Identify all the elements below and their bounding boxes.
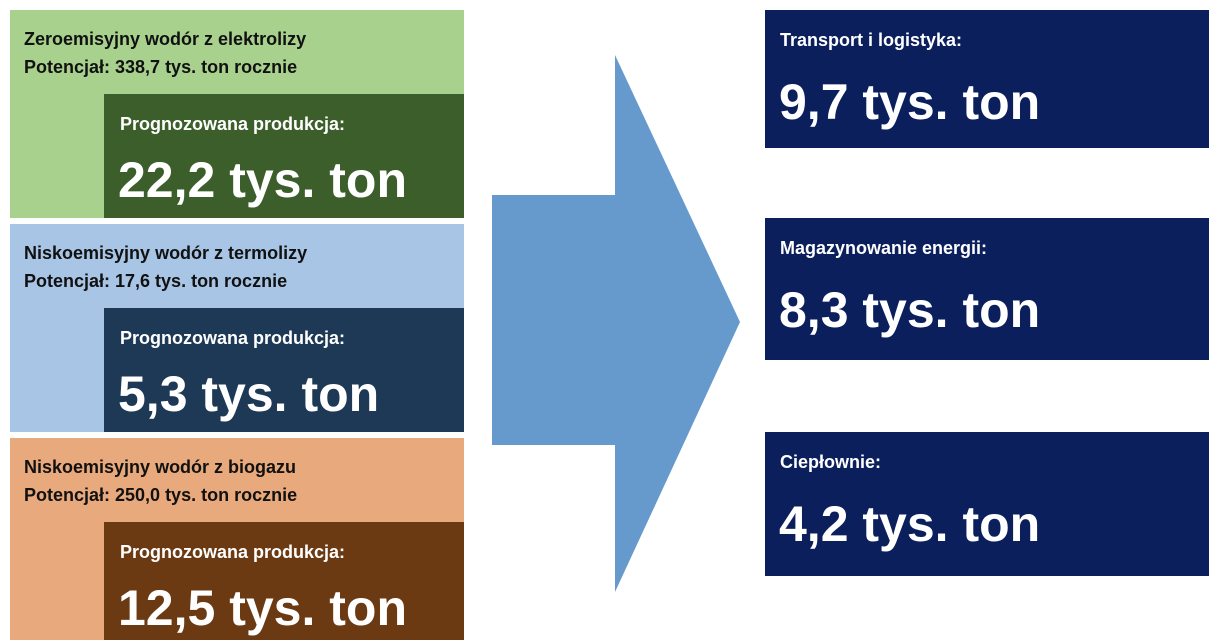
- source-potential: Potencjał: 250,0 tys. ton rocznie: [24, 485, 298, 505]
- forecast-value: 12,5 tys. ton: [118, 580, 407, 636]
- use-label: Magazynowanie energii:: [780, 238, 988, 258]
- forecast-value: 5,3 tys. ton: [118, 366, 380, 422]
- use-value: 4,2 tys. ton: [779, 496, 1041, 552]
- forecast-box: [104, 308, 464, 432]
- forecast-box: [104, 522, 464, 640]
- use-value: 9,7 tys. ton: [779, 74, 1041, 130]
- forecast-label: Prognozowana produkcja:: [120, 328, 346, 348]
- forecast-label: Prognozowana produkcja:: [120, 542, 346, 562]
- use-label: Transport i logistyka:: [780, 30, 963, 50]
- forecast-box: [104, 94, 464, 218]
- source-title: Zeroemisyjny wodór z elektrolizy: [24, 29, 307, 49]
- forecast-value: 22,2 tys. ton: [118, 152, 407, 208]
- source-potential: Potencjał: 17,6 tys. ton rocznie: [24, 271, 288, 291]
- source-title: Niskoemisyjny wodór z termolizy: [24, 243, 308, 263]
- flow-arrow: [492, 55, 740, 592]
- use-box: [765, 10, 1209, 148]
- source-potential: Potencjał: 338,7 tys. ton rocznie: [24, 57, 298, 77]
- use-label: Ciepłownie:: [780, 452, 882, 472]
- use-box: [765, 218, 1209, 360]
- use-box: [765, 432, 1209, 576]
- forecast-label: Prognozowana produkcja:: [120, 114, 346, 134]
- source-title: Niskoemisyjny wodór z biogazu: [24, 457, 297, 477]
- use-value: 8,3 tys. ton: [779, 282, 1041, 338]
